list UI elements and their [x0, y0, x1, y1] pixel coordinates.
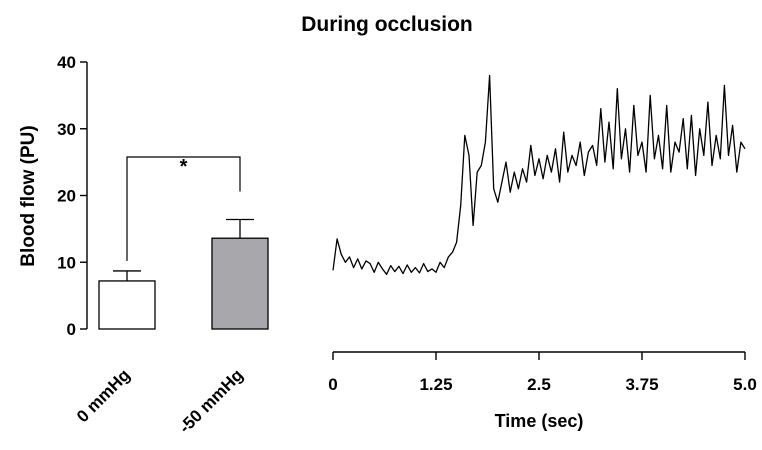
y-tick-label: 0 — [67, 320, 76, 339]
chart-title: During occlusion — [301, 13, 473, 36]
category-labels: 0 mmHg -50 mmHg — [73, 365, 247, 437]
y-tick-label: 30 — [57, 120, 76, 139]
y-ticks: 0 10 20 30 40 — [57, 53, 87, 339]
category-label: 0 mmHg — [73, 365, 134, 426]
y-tick-label: 20 — [57, 187, 76, 206]
y-tick-label: 10 — [57, 253, 76, 272]
bracket-line — [126, 156, 241, 261]
category-label: -50 mmHg — [175, 365, 247, 437]
bar-chart: Blood flow (PU) 0 10 20 30 40 * 0 mmHg -50 mm… — [18, 53, 269, 437]
y-tick-label: 40 — [57, 53, 76, 72]
y-axis-label: Blood flow (PU) — [18, 125, 39, 266]
blood-flow-trace — [332, 74, 746, 275]
x-tick-label: 0 — [328, 375, 337, 394]
bar — [98, 280, 156, 330]
bar — [211, 237, 269, 330]
x-tick-label: 5.0 — [733, 375, 757, 394]
x-ticks: 0 1.25 2.5 3.75 5.0 — [328, 352, 757, 394]
x-tick-label: 2.5 — [527, 375, 551, 394]
x-axis-label: Time (sec) — [495, 411, 584, 431]
x-tick-label: 1.25 — [419, 375, 452, 394]
line-chart: 0 1.25 2.5 3.75 5.0 Time (sec) — [328, 74, 757, 431]
bars — [98, 218, 269, 330]
x-tick-label: 3.75 — [625, 375, 658, 394]
significance-label: * — [180, 156, 188, 178]
significance-bracket: * — [126, 156, 241, 261]
